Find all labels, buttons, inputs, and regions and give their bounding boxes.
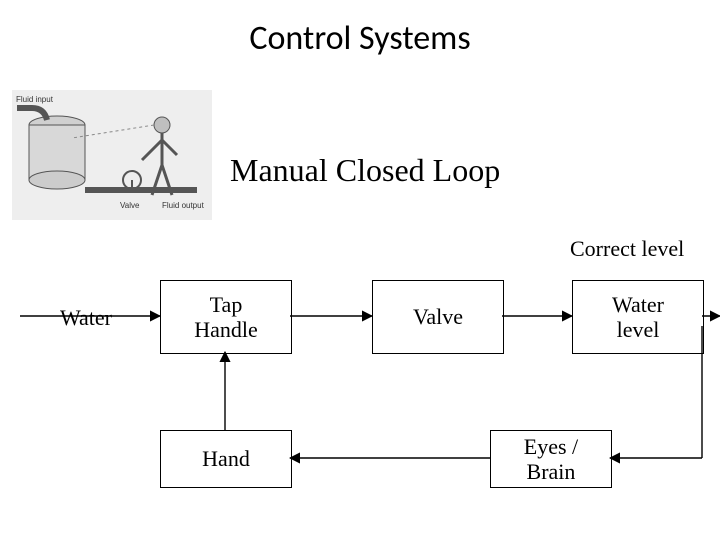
illus-caption-right: Fluid output — [162, 201, 205, 210]
block-label: Eyes /Brain — [524, 434, 578, 485]
block-label: TapHandle — [194, 292, 258, 343]
subtitle: Manual Closed Loop — [230, 152, 500, 189]
block-label: Hand — [202, 446, 250, 471]
block-label: Waterlevel — [612, 292, 664, 343]
page-title: Control Systems — [0, 18, 720, 59]
illus-caption-left: Fluid input — [16, 95, 54, 104]
input-label-water: Water — [60, 305, 112, 331]
block-water-level: Waterlevel — [572, 280, 704, 354]
block-valve: Valve — [372, 280, 504, 354]
block-eyes-brain: Eyes /Brain — [490, 430, 612, 488]
diagram-canvas: Control Systems Manual Closed Loop Corre… — [0, 0, 720, 540]
block-tap-handle: TapHandle — [160, 280, 292, 354]
block-label: Valve — [413, 304, 463, 329]
arrows-layer — [0, 0, 720, 540]
block-hand: Hand — [160, 430, 292, 488]
illus-caption-valve: Valve — [120, 201, 140, 210]
illustration: Fluid input Valve Fluid output — [12, 90, 212, 220]
annotation-correct-level: Correct level — [570, 236, 684, 262]
